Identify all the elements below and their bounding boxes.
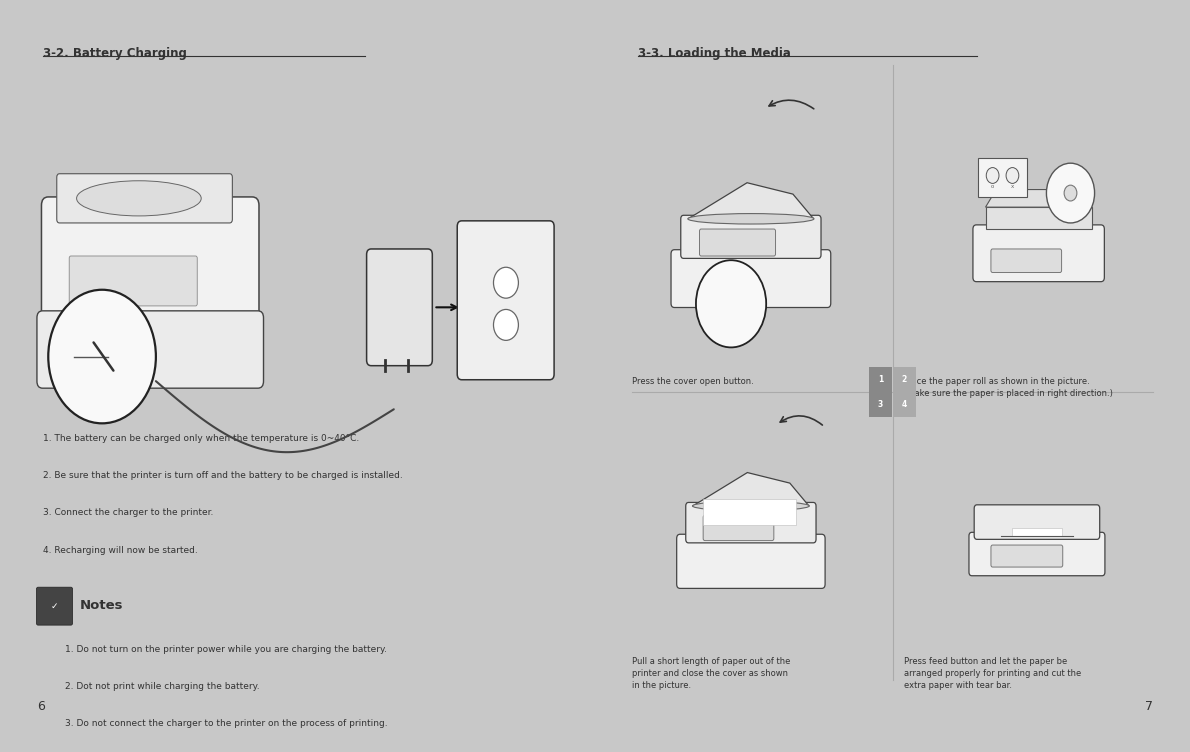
Ellipse shape — [693, 501, 809, 511]
Text: 1. Do not turn on the printer power while you are charging the battery.: 1. Do not turn on the printer power whil… — [65, 644, 387, 653]
Circle shape — [49, 290, 156, 423]
Text: 2. Be sure that the printer is turn off and the battery to be charged is install: 2. Be sure that the printer is turn off … — [43, 472, 402, 480]
FancyBboxPatch shape — [37, 311, 263, 388]
FancyBboxPatch shape — [681, 215, 821, 259]
FancyBboxPatch shape — [677, 534, 825, 588]
Text: Notes: Notes — [80, 599, 123, 612]
Text: Place the paper roll as shown in the picture.
(Make sure the paper is placed in : Place the paper roll as shown in the pic… — [904, 377, 1113, 398]
Text: 3-3. Loading the Media: 3-3. Loading the Media — [638, 47, 790, 60]
Circle shape — [987, 168, 998, 183]
FancyBboxPatch shape — [703, 499, 796, 526]
Text: ✓: ✓ — [51, 602, 58, 611]
Text: 6: 6 — [37, 700, 45, 713]
FancyBboxPatch shape — [37, 587, 73, 625]
Text: 4: 4 — [902, 400, 907, 409]
FancyBboxPatch shape — [457, 221, 555, 380]
Text: x: x — [1010, 183, 1014, 189]
FancyBboxPatch shape — [671, 250, 831, 308]
FancyBboxPatch shape — [991, 545, 1063, 567]
Text: 2: 2 — [902, 375, 907, 384]
FancyBboxPatch shape — [1013, 528, 1061, 536]
Text: Pull a short length of paper out of the
printer and close the cover as shown
in : Pull a short length of paper out of the … — [632, 656, 790, 690]
Text: 4. Recharging will now be started.: 4. Recharging will now be started. — [43, 546, 198, 555]
Ellipse shape — [688, 214, 814, 224]
Circle shape — [1006, 168, 1019, 183]
FancyBboxPatch shape — [892, 367, 916, 392]
FancyBboxPatch shape — [973, 225, 1104, 282]
FancyBboxPatch shape — [892, 393, 916, 417]
Text: 2. Dot not print while charging the battery.: 2. Dot not print while charging the batt… — [65, 682, 259, 691]
FancyBboxPatch shape — [869, 393, 892, 417]
Text: 3. Do not connect the charger to the printer on the process of printing.: 3. Do not connect the charger to the pri… — [65, 720, 388, 729]
Circle shape — [1046, 163, 1095, 223]
Circle shape — [696, 260, 766, 347]
FancyBboxPatch shape — [700, 229, 776, 256]
FancyBboxPatch shape — [985, 207, 1091, 229]
FancyBboxPatch shape — [975, 505, 1100, 539]
FancyBboxPatch shape — [42, 197, 259, 341]
FancyBboxPatch shape — [991, 249, 1061, 272]
FancyBboxPatch shape — [869, 367, 892, 392]
Polygon shape — [688, 183, 814, 219]
Text: 1. The battery can be charged only when the temperature is 0~40°C.: 1. The battery can be charged only when … — [43, 434, 359, 443]
Text: Press the cover open button.: Press the cover open button. — [632, 377, 753, 386]
Circle shape — [1064, 185, 1077, 201]
Polygon shape — [985, 190, 1091, 207]
Text: 1: 1 — [878, 375, 883, 384]
Circle shape — [494, 267, 519, 299]
Text: 3. Connect the charger to the printer.: 3. Connect the charger to the printer. — [43, 508, 213, 517]
Circle shape — [494, 309, 519, 341]
FancyBboxPatch shape — [685, 502, 816, 543]
FancyBboxPatch shape — [978, 158, 1027, 196]
FancyBboxPatch shape — [703, 515, 774, 541]
Ellipse shape — [76, 180, 201, 216]
Text: Press feed button and let the paper be
arranged properly for printing and cut th: Press feed button and let the paper be a… — [904, 656, 1081, 690]
Text: 7: 7 — [1145, 700, 1153, 713]
Text: o: o — [991, 183, 995, 189]
FancyBboxPatch shape — [367, 249, 432, 365]
FancyBboxPatch shape — [69, 256, 198, 306]
FancyBboxPatch shape — [969, 532, 1104, 576]
Text: 3: 3 — [878, 400, 883, 409]
Polygon shape — [693, 472, 809, 506]
FancyBboxPatch shape — [57, 174, 232, 223]
Text: 3-2. Battery Charging: 3-2. Battery Charging — [43, 47, 187, 60]
